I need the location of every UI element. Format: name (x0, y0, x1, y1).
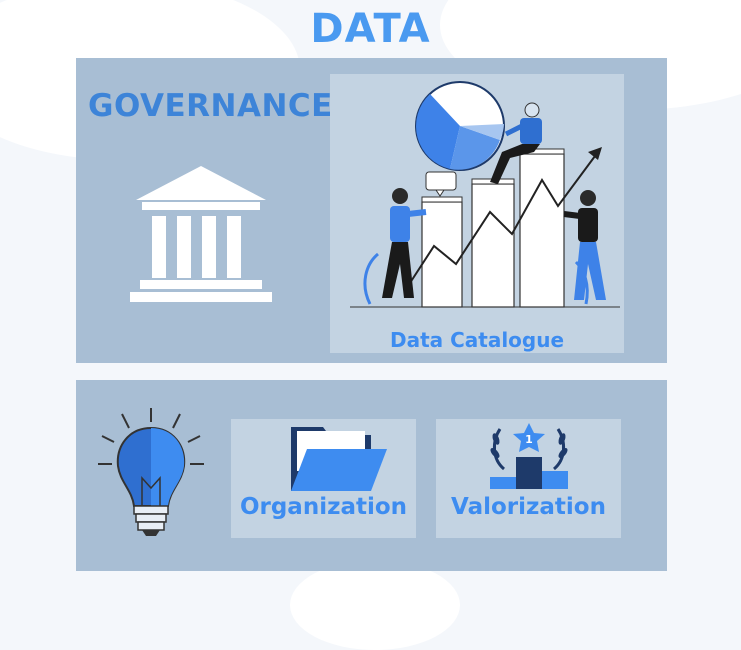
valorization-card: 1 Valorization (436, 419, 621, 538)
data-catalogue-card: Data Catalogue (330, 74, 624, 353)
organization-card: Organization (231, 419, 416, 538)
data-catalogue-illustration (350, 81, 620, 308)
governance-heading: GOVERNANCE (88, 88, 333, 124)
valorization-label: Valorization (451, 494, 606, 520)
data-catalogue-label: Data Catalogue (389, 328, 565, 352)
podium-icon: 1 (490, 423, 568, 489)
pie-chart-icon (415, 81, 505, 171)
lightbulb-icon (98, 408, 204, 536)
background-shape (290, 560, 460, 650)
organization-label: Organization (239, 494, 408, 520)
folder-icon (291, 427, 387, 491)
podium-rank: 1 (525, 433, 533, 446)
governance-panel: GOVERNANCE (76, 58, 667, 363)
person-illustration (382, 188, 427, 298)
data-usage-panel: Organization 1 Valorization (76, 380, 667, 571)
growth-arrow-icon (407, 151, 599, 287)
person-illustration (563, 190, 606, 300)
page-title: DATA (310, 6, 431, 52)
person-illustration (490, 102, 542, 184)
government-building-icon (130, 166, 272, 302)
